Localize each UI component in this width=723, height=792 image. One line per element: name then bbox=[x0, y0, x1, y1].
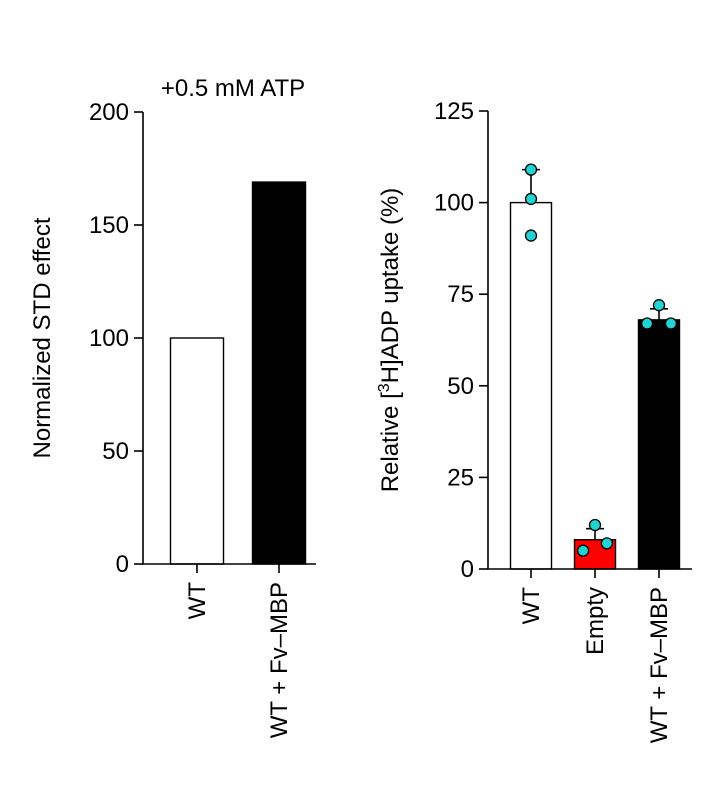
bars bbox=[169, 181, 307, 565]
data-point bbox=[652, 299, 666, 312]
category-label: Empty bbox=[582, 587, 609, 655]
y-tick-label: 0 bbox=[116, 551, 129, 578]
data-points bbox=[524, 163, 678, 557]
y-ticks: 0 25 50 75 100 125 bbox=[434, 98, 488, 583]
panel-adp-uptake: Relative [3H]ADP uptake (%) 0 25 50 75 100 12… bbox=[376, 98, 692, 743]
axes bbox=[487, 111, 692, 570]
ylabel-part-1: Relative [ bbox=[377, 392, 404, 492]
y-tick-label: 100 bbox=[434, 190, 474, 217]
atp-annotation: +0.5 mM ATP bbox=[161, 75, 305, 102]
category-labels: WT WT + Fv–MBP bbox=[184, 564, 293, 738]
data-point bbox=[640, 317, 654, 330]
y-ticks: 0 50 100 150 200 bbox=[89, 99, 143, 578]
data-point bbox=[664, 317, 678, 330]
ylabel-part-2: H]ADP uptake (%) bbox=[377, 188, 404, 384]
category-label: WT bbox=[184, 582, 211, 620]
bars bbox=[509, 201, 681, 570]
bar bbox=[251, 181, 307, 565]
axes bbox=[142, 112, 316, 565]
y-axis-label: Normalized STD effect bbox=[29, 217, 56, 458]
ylabel-superscript: 3 bbox=[376, 383, 393, 392]
data-point bbox=[576, 544, 590, 557]
bar bbox=[637, 319, 681, 570]
y-tick-label: 25 bbox=[447, 464, 474, 491]
category-labels: WT Empty WT + Fv–MBP bbox=[518, 569, 673, 743]
data-point bbox=[524, 229, 538, 242]
category-label: WT + Fv–MBP bbox=[646, 587, 673, 743]
y-axis-label-uptake: Relative [3H]ADP uptake (%) bbox=[376, 188, 404, 493]
data-point bbox=[588, 518, 602, 532]
bar bbox=[509, 201, 553, 570]
panel-std-effect: +0.5 mM ATP Normalized STD effect 0 50 100… bbox=[29, 75, 316, 738]
category-label: WT + Fv–MBP bbox=[266, 582, 293, 738]
category-label: WT bbox=[518, 587, 545, 625]
y-tick-label: 200 bbox=[89, 99, 129, 126]
y-tick-label: 150 bbox=[89, 212, 129, 239]
y-tick-label: 0 bbox=[461, 556, 474, 583]
y-tick-label: 125 bbox=[434, 98, 474, 125]
data-point bbox=[600, 537, 614, 550]
y-tick-label: 50 bbox=[102, 438, 129, 465]
bar bbox=[169, 337, 225, 565]
data-point bbox=[524, 192, 538, 206]
y-tick-label: 75 bbox=[447, 281, 474, 308]
y-tick-label: 50 bbox=[447, 373, 474, 400]
y-tick-label: 100 bbox=[89, 325, 129, 352]
data-point bbox=[524, 163, 538, 176]
